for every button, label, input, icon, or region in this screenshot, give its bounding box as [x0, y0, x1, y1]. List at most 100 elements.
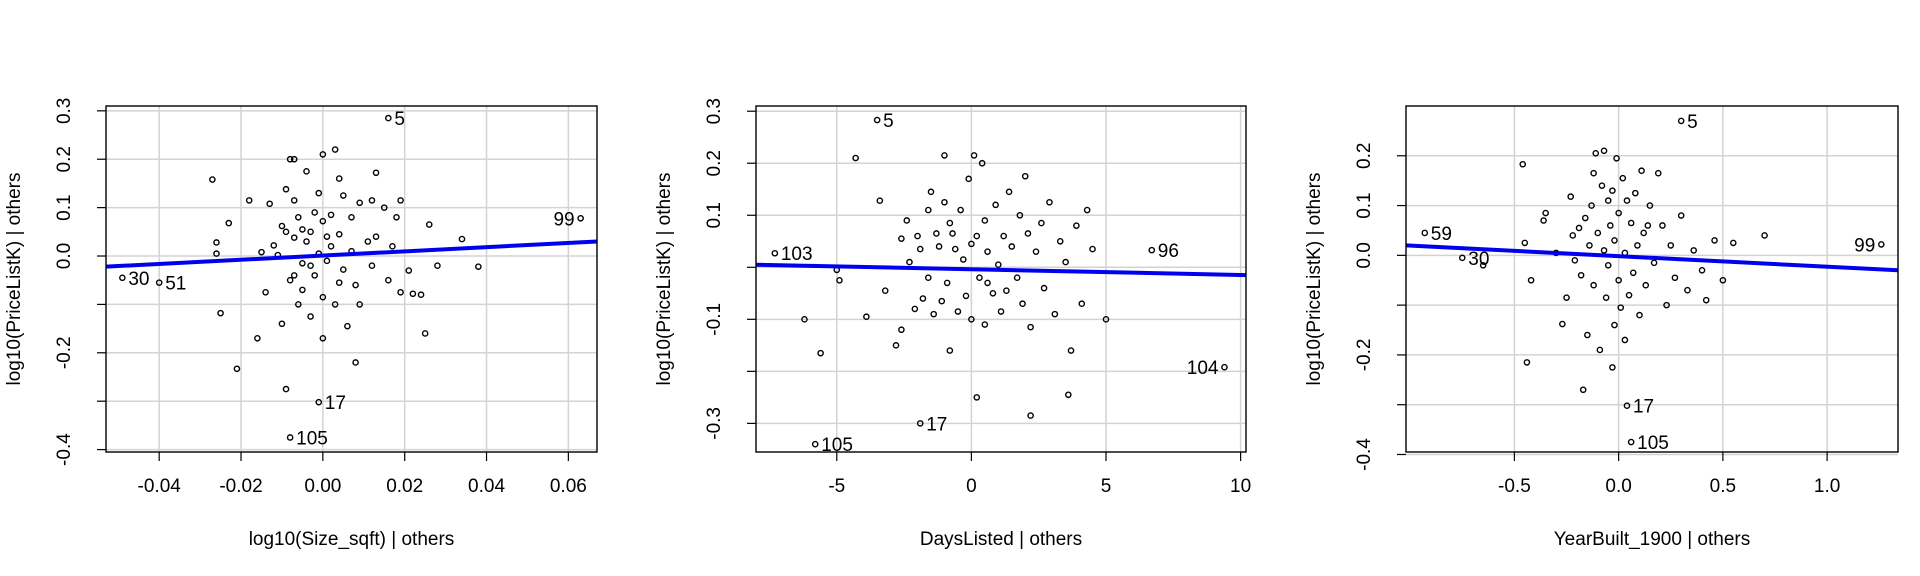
data-point [1024, 230, 1032, 237]
labeled-data-point [385, 114, 392, 122]
data-point [1623, 197, 1631, 204]
x-tick-label: -5 [828, 476, 845, 497]
data-point [262, 289, 269, 296]
data-point [290, 197, 298, 204]
data-point [1586, 242, 1593, 249]
data-point [393, 214, 400, 221]
data-point [425, 221, 433, 228]
data-point [976, 274, 983, 281]
plot-area [106, 114, 597, 441]
point-label: 5 [1687, 112, 1698, 133]
data-point [981, 217, 989, 224]
data-point [1089, 245, 1096, 253]
data-point [409, 290, 417, 298]
data-point [1600, 147, 1608, 155]
labeled-data-point [1148, 246, 1156, 254]
data-point [327, 243, 335, 250]
labeled-data-point [155, 279, 163, 286]
y-tick-label: 0.1 [704, 202, 725, 228]
data-point [1519, 160, 1527, 168]
data-point [898, 326, 905, 334]
data-point [954, 308, 962, 315]
labeled-data-point [119, 274, 126, 282]
data-point [1640, 229, 1647, 237]
data-point [1629, 269, 1637, 277]
labeled-data-point [1421, 229, 1429, 237]
data-point [335, 279, 343, 286]
data-point [957, 206, 964, 214]
data-point [973, 232, 981, 240]
data-point [817, 349, 824, 357]
data-point [1761, 232, 1768, 239]
data-point [282, 385, 290, 393]
y-axis-label: log10(PriceListK) | others [1304, 173, 1325, 386]
data-point [1523, 359, 1531, 366]
data-point [327, 211, 335, 219]
data-point [1598, 182, 1606, 189]
data-point [1602, 294, 1610, 301]
labeled-data-point [286, 434, 294, 441]
point-label: 104 [1187, 358, 1219, 379]
data-point [1594, 229, 1602, 237]
plot-frame [1405, 105, 1899, 453]
data-point [1659, 222, 1666, 229]
data-point [319, 217, 327, 225]
data-point [1650, 259, 1658, 267]
data-point [307, 262, 314, 269]
y-tick-label: -0.3 [704, 407, 725, 440]
data-point [1698, 266, 1706, 274]
data-point [290, 155, 298, 163]
data-point [1590, 169, 1597, 177]
data-point [919, 295, 927, 302]
data-point [282, 185, 290, 193]
x-tick-label: 0.06 [550, 476, 587, 497]
labeled-data-point [577, 214, 584, 222]
data-point [863, 313, 870, 321]
data-point [1575, 224, 1583, 232]
point-label: 17 [1633, 397, 1654, 418]
data-point [1563, 294, 1570, 301]
data-point [323, 257, 331, 265]
data-point [941, 198, 948, 206]
data-point [372, 233, 380, 240]
data-point [421, 330, 429, 337]
data-point [1016, 211, 1024, 219]
data-point [331, 301, 339, 308]
point-label: 17 [325, 393, 346, 414]
labeled-data-point [1878, 241, 1885, 248]
point-label: 105 [821, 435, 853, 456]
data-point [270, 242, 278, 249]
labeled-data-point [811, 440, 819, 448]
data-point [1569, 232, 1577, 239]
data-point [295, 301, 302, 308]
data-point [1577, 271, 1585, 279]
y-tick-label: 0.3 [704, 98, 725, 124]
data-point [935, 243, 943, 250]
data-point [997, 308, 1005, 315]
data-point [282, 228, 290, 236]
regression-line [1406, 243, 1898, 273]
data-point [962, 292, 970, 300]
data-point [981, 321, 989, 328]
data-point [1719, 276, 1727, 284]
data-point [1654, 169, 1662, 177]
labeled-data-point [315, 398, 323, 406]
panel-size-sqft: -0.04 -0.02 0.00 0.02 0.04 0.06 -0.4 -0.2 0.0 0.1… [4, 98, 598, 550]
data-point [368, 197, 376, 204]
point-label: 17 [926, 414, 947, 435]
point-label: 105 [296, 428, 328, 449]
data-point [995, 261, 1002, 268]
y-tick-label: 0.2 [54, 146, 75, 172]
y-tick-label: -0.2 [54, 336, 75, 369]
data-point [970, 152, 978, 159]
data-point [949, 230, 956, 237]
data-point [1615, 209, 1622, 217]
data-point [1644, 222, 1652, 229]
data-point [852, 154, 859, 162]
point-label: 59 [1431, 224, 1452, 245]
data-point [1003, 287, 1010, 295]
labeled-data-point [1627, 438, 1635, 446]
data-point [352, 281, 359, 289]
data-point [876, 197, 884, 204]
